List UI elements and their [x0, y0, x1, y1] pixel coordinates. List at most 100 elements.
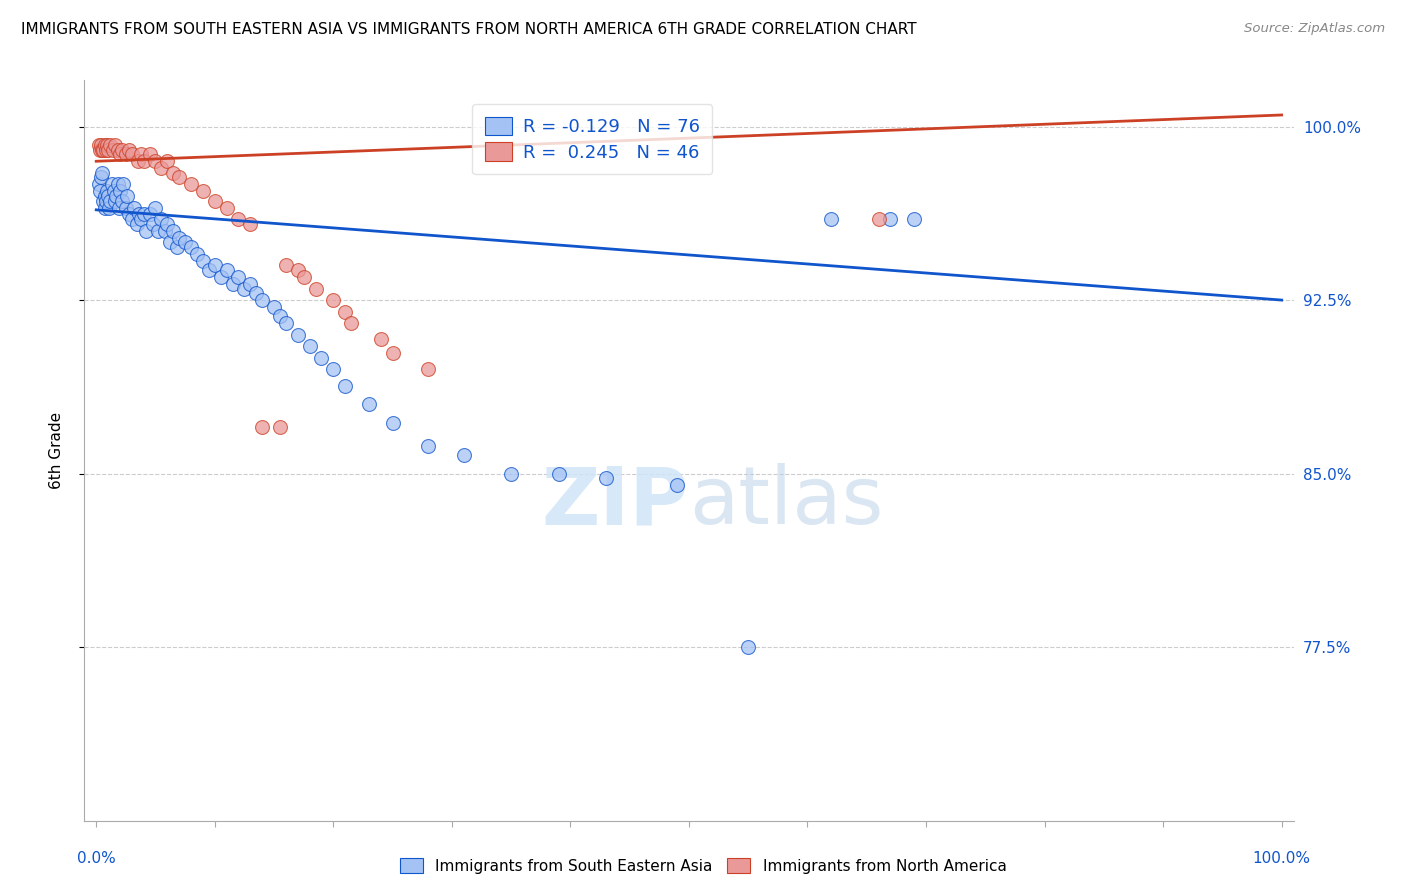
Point: [153, 224, 176, 238]
Point: [215, 201, 238, 215]
Point: [108, 185, 131, 199]
Point: [357, 397, 380, 411]
Point: [204, 194, 226, 208]
Point: [269, 310, 291, 324]
Point: [595, 471, 617, 485]
Point: [100, 178, 122, 192]
Point: [89, 143, 111, 157]
Point: [287, 263, 309, 277]
Point: [138, 207, 160, 221]
Point: [191, 185, 214, 199]
Point: [121, 147, 143, 161]
Point: [250, 420, 273, 434]
Point: [118, 143, 141, 157]
Point: [96, 138, 118, 153]
Point: [274, 316, 297, 330]
Point: [111, 194, 134, 208]
Point: [107, 143, 129, 157]
Point: [145, 154, 167, 169]
Point: [304, 281, 326, 295]
Point: [547, 467, 569, 481]
Text: 0.0%: 0.0%: [77, 851, 115, 866]
Point: [322, 362, 344, 376]
Point: [90, 138, 112, 153]
Point: [129, 147, 152, 161]
Point: [263, 300, 285, 314]
Point: [209, 269, 232, 284]
Point: [132, 207, 155, 221]
Point: [221, 277, 243, 291]
Point: [159, 235, 181, 250]
Point: [166, 240, 188, 254]
Point: [129, 212, 152, 227]
Point: [93, 138, 115, 153]
Point: [93, 189, 115, 203]
Point: [292, 269, 315, 284]
Point: [666, 478, 689, 492]
Point: [100, 194, 122, 208]
Point: [191, 253, 214, 268]
Point: [94, 143, 117, 157]
Point: [94, 194, 117, 208]
Point: [322, 293, 344, 307]
Point: [104, 194, 127, 208]
Point: [174, 235, 197, 250]
Point: [180, 178, 202, 192]
Point: [98, 201, 121, 215]
Text: 100.0%: 100.0%: [1253, 851, 1310, 866]
Point: [239, 277, 262, 291]
Point: [96, 185, 118, 199]
Point: [737, 640, 759, 654]
Point: [122, 201, 145, 215]
Point: [115, 147, 138, 161]
Point: [250, 293, 273, 307]
Point: [97, 143, 120, 157]
Point: [91, 166, 114, 180]
Point: [186, 247, 208, 261]
Point: [91, 194, 114, 208]
Point: [333, 304, 356, 318]
Point: [146, 224, 169, 238]
Point: [125, 217, 148, 231]
Point: [127, 154, 149, 169]
Point: [103, 185, 125, 199]
Point: [180, 240, 202, 254]
Point: [162, 224, 184, 238]
Point: [100, 138, 122, 153]
Point: [91, 143, 114, 157]
Point: [132, 154, 155, 169]
Point: [90, 170, 112, 185]
Text: Source: ZipAtlas.com: Source: ZipAtlas.com: [1244, 22, 1385, 36]
Point: [340, 316, 363, 330]
Point: [269, 420, 291, 434]
Text: IMMIGRANTS FROM SOUTH EASTERN ASIA VS IMMIGRANTS FROM NORTH AMERICA 6TH GRADE CO: IMMIGRANTS FROM SOUTH EASTERN ASIA VS IM…: [21, 22, 917, 37]
Point: [370, 332, 392, 346]
Point: [228, 269, 250, 284]
Legend: R = -0.129   N = 76, R =  0.245   N = 46: R = -0.129 N = 76, R = 0.245 N = 46: [472, 104, 713, 175]
Point: [903, 212, 925, 227]
Point: [91, 143, 114, 157]
Point: [108, 147, 131, 161]
Point: [868, 212, 890, 227]
Point: [101, 143, 124, 157]
Point: [274, 259, 297, 273]
Point: [142, 217, 165, 231]
Point: [118, 207, 141, 221]
Point: [298, 339, 321, 353]
Point: [215, 263, 238, 277]
Point: [418, 362, 440, 376]
Point: [115, 189, 138, 203]
Point: [167, 170, 190, 185]
Point: [112, 178, 135, 192]
Point: [287, 327, 309, 342]
Point: [228, 212, 250, 227]
Point: [89, 185, 111, 199]
Text: atlas: atlas: [689, 463, 883, 541]
Point: [150, 161, 173, 176]
Point: [198, 263, 221, 277]
Point: [87, 138, 110, 153]
Point: [107, 201, 129, 215]
Point: [87, 178, 110, 192]
Point: [107, 178, 129, 192]
Point: [501, 467, 523, 481]
